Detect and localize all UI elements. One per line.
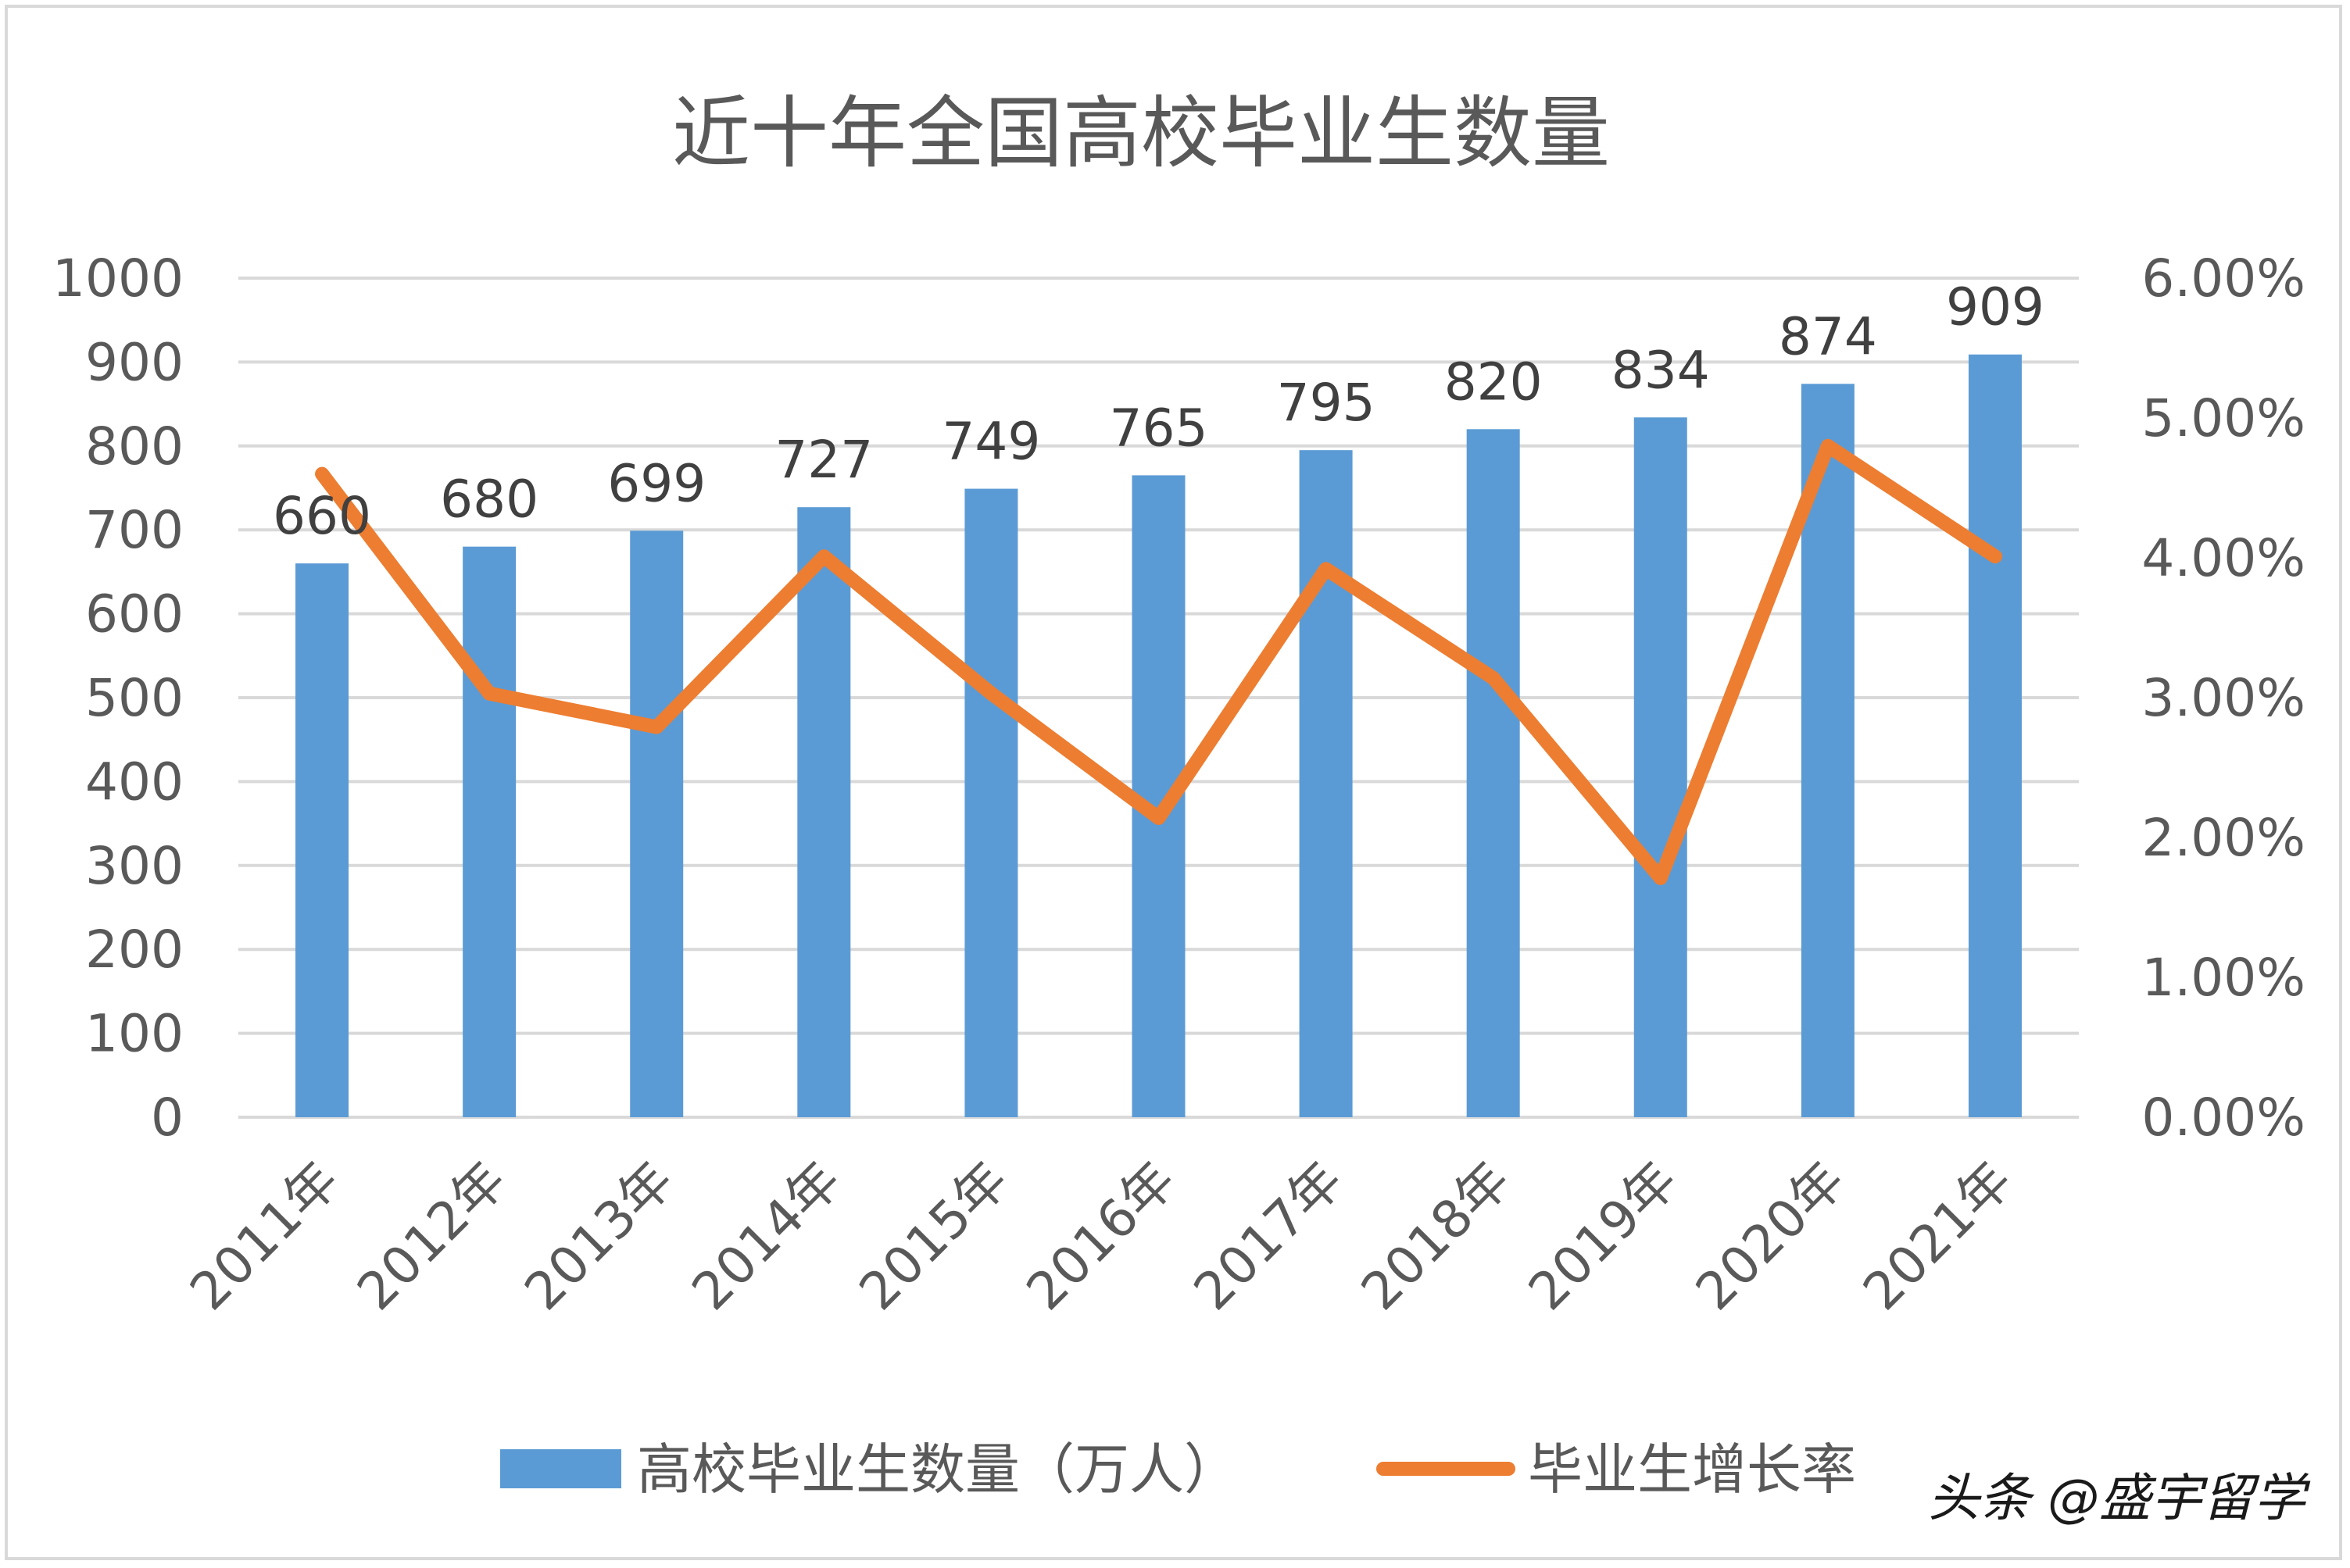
bar-data-label: 749 <box>942 412 1040 472</box>
bar-data-label: 795 <box>1277 373 1375 433</box>
bar-data-label: 765 <box>1110 398 1208 458</box>
bar-data-label: 834 <box>1611 340 1710 400</box>
bar-data-label: 680 <box>440 470 538 530</box>
bar-series <box>295 354 2022 1118</box>
x-tick-label: 2017年 <box>1182 1150 1354 1322</box>
y-axis-right: 0.00% 1.00% 2.00% 3.00% 4.00% 5.00% 6.00% <box>2141 248 2305 1148</box>
bar <box>463 546 517 1117</box>
data-labels: 660 680 699 727 749 765 795 820 834 874 909 <box>273 277 2044 546</box>
legend: 高校毕业生数量（万人） 毕业生增长率 <box>500 1438 1856 1502</box>
x-tick-label: 2021年 <box>1851 1150 2023 1322</box>
y-right-tick-label: 0.00% <box>2141 1088 2305 1148</box>
y-left-tick-label: 900 <box>85 332 184 392</box>
bar <box>1466 429 1520 1117</box>
y-left-tick-label: 0 <box>151 1088 184 1148</box>
watermark: 头条 @盛宇留学 <box>1928 1468 2311 1528</box>
growth-rate-line <box>315 438 2002 885</box>
y-left-tick-label: 300 <box>85 836 184 896</box>
x-tick-label: 2016年 <box>1015 1150 1187 1322</box>
x-tick-label: 2012年 <box>346 1150 518 1322</box>
x-tick-label: 2020年 <box>1684 1150 1856 1322</box>
bar-data-label: 660 <box>273 486 371 546</box>
y-right-tick-label: 3.00% <box>2141 668 2305 728</box>
y-left-tick-label: 400 <box>85 752 184 812</box>
y-left-tick-label: 600 <box>85 584 184 645</box>
y-left-tick-label: 700 <box>85 500 184 560</box>
bar <box>1968 354 2022 1117</box>
y-axis-left: 0 100 200 300 400 500 600 700 800 900 1000 <box>52 248 184 1148</box>
bar <box>797 507 851 1117</box>
gridlines <box>238 277 2079 1119</box>
x-axis-labels: 2011年2012年2013年2014年2015年2016年2017年2018年… <box>178 1150 2023 1322</box>
legend-label-line: 毕业生增长率 <box>1528 1438 1856 1502</box>
bar <box>295 563 349 1117</box>
bar <box>1299 450 1353 1117</box>
chart-frame <box>5 5 2342 1560</box>
x-tick-label: 2018年 <box>1350 1150 1522 1322</box>
bar-data-label: 909 <box>1946 277 2044 338</box>
y-right-tick-label: 1.00% <box>2141 948 2305 1008</box>
y-left-tick-label: 1000 <box>52 248 184 309</box>
bar-data-label: 874 <box>1779 306 1877 366</box>
chart-title: 近十年全国高校毕业生数量 <box>672 88 1610 179</box>
legend-label-bar: 高校毕业生数量（万人） <box>637 1438 1239 1502</box>
x-tick-label: 2011年 <box>178 1150 350 1322</box>
legend-swatch-bar <box>500 1449 621 1488</box>
bar <box>1633 417 1687 1117</box>
y-left-tick-label: 500 <box>85 668 184 728</box>
y-left-tick-label: 100 <box>85 1004 184 1064</box>
y-left-tick-label: 200 <box>85 920 184 980</box>
y-left-tick-label: 800 <box>85 416 184 477</box>
x-tick-label: 2013年 <box>513 1150 685 1322</box>
x-tick-label: 2014年 <box>681 1150 853 1322</box>
bar-data-label: 820 <box>1444 352 1543 412</box>
x-tick-label: 2019年 <box>1517 1150 1689 1322</box>
y-right-tick-label: 5.00% <box>2141 388 2305 448</box>
bar <box>630 530 684 1117</box>
x-tick-label: 2015年 <box>848 1150 1020 1322</box>
y-right-tick-label: 2.00% <box>2141 808 2305 868</box>
y-right-tick-label: 4.00% <box>2141 528 2305 588</box>
line-series <box>315 438 2002 885</box>
y-right-tick-label: 6.00% <box>2141 248 2305 309</box>
bar-data-label: 727 <box>774 430 873 490</box>
bar <box>964 488 1018 1117</box>
bar-data-label: 699 <box>607 453 706 513</box>
